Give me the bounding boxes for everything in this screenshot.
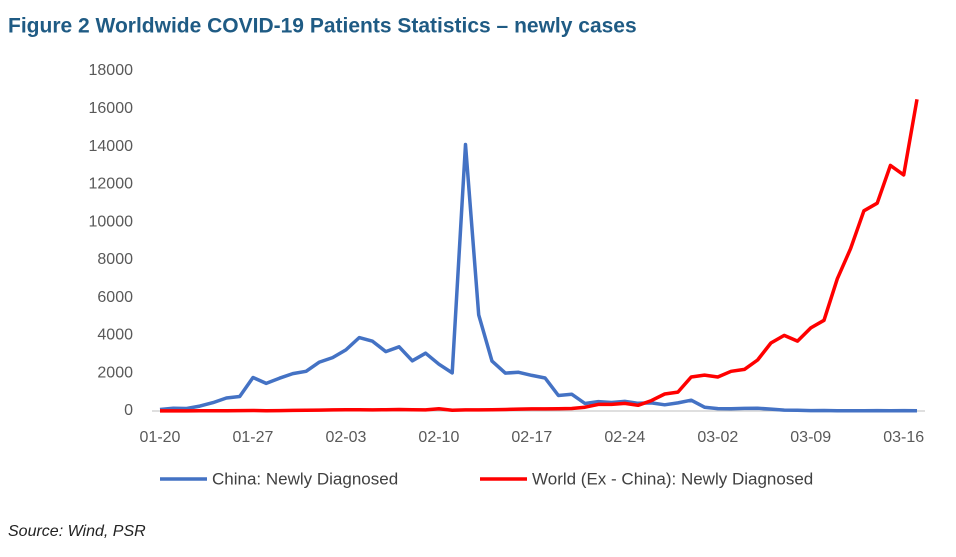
y-tick-label: 8000 (97, 251, 133, 268)
x-tick-label: 02-17 (511, 429, 552, 446)
y-tick-label: 2000 (97, 364, 133, 381)
legend-label: World (Ex - China): Newly Diagnosed (532, 469, 813, 488)
y-tick-label: 14000 (89, 138, 134, 155)
chart-title: Figure 2 Worldwide COVID-19 Patients Sta… (8, 15, 637, 38)
x-tick-label: 03-16 (883, 429, 924, 446)
x-tick-label: 02-10 (418, 429, 459, 446)
y-tick-label: 6000 (97, 289, 133, 306)
x-tick-label: 03-02 (697, 429, 738, 446)
x-tick-label: 03-09 (790, 429, 831, 446)
y-tick-label: 18000 (89, 62, 134, 79)
x-tick-label: 02-24 (604, 429, 645, 446)
series-line (159, 142, 918, 413)
y-tick-label: 10000 (89, 213, 134, 230)
y-tick-label: 16000 (89, 100, 134, 117)
x-tick-label: 01-27 (233, 429, 274, 446)
y-tick-label: 4000 (97, 327, 133, 344)
x-tick-label: 02-03 (325, 429, 366, 446)
legend-label: China: Newly Diagnosed (212, 469, 398, 488)
y-tick-label: 0 (124, 402, 133, 419)
x-tick-label: 01-20 (140, 429, 181, 446)
source-note: Source: Wind, PSR (8, 523, 146, 540)
series-line (160, 98, 919, 413)
y-tick-label: 12000 (89, 176, 134, 193)
